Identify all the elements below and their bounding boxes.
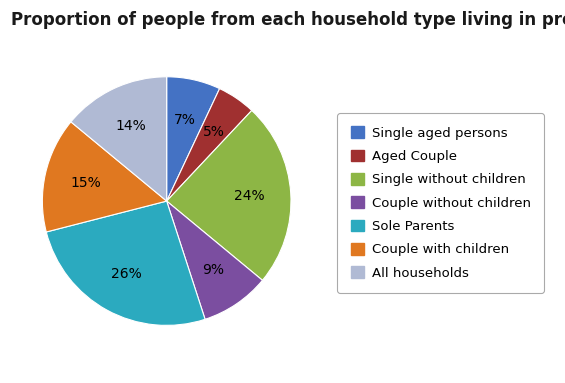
Text: 14%: 14% [116,119,146,133]
Text: 5%: 5% [202,125,224,139]
Wedge shape [42,122,167,232]
Text: 15%: 15% [70,176,101,190]
Wedge shape [167,110,291,280]
Text: 26%: 26% [111,267,142,281]
Wedge shape [71,77,167,201]
Legend: Single aged persons, Aged Couple, Single without children, Couple without childr: Single aged persons, Aged Couple, Single… [337,113,544,293]
Text: 9%: 9% [202,263,224,277]
Text: Proportion of people from each household type living in proverty: Proportion of people from each household… [11,11,565,29]
Text: 24%: 24% [234,189,265,203]
Wedge shape [167,201,263,319]
Wedge shape [167,77,220,201]
Wedge shape [46,201,205,326]
Wedge shape [167,88,252,201]
Text: 7%: 7% [174,113,196,127]
